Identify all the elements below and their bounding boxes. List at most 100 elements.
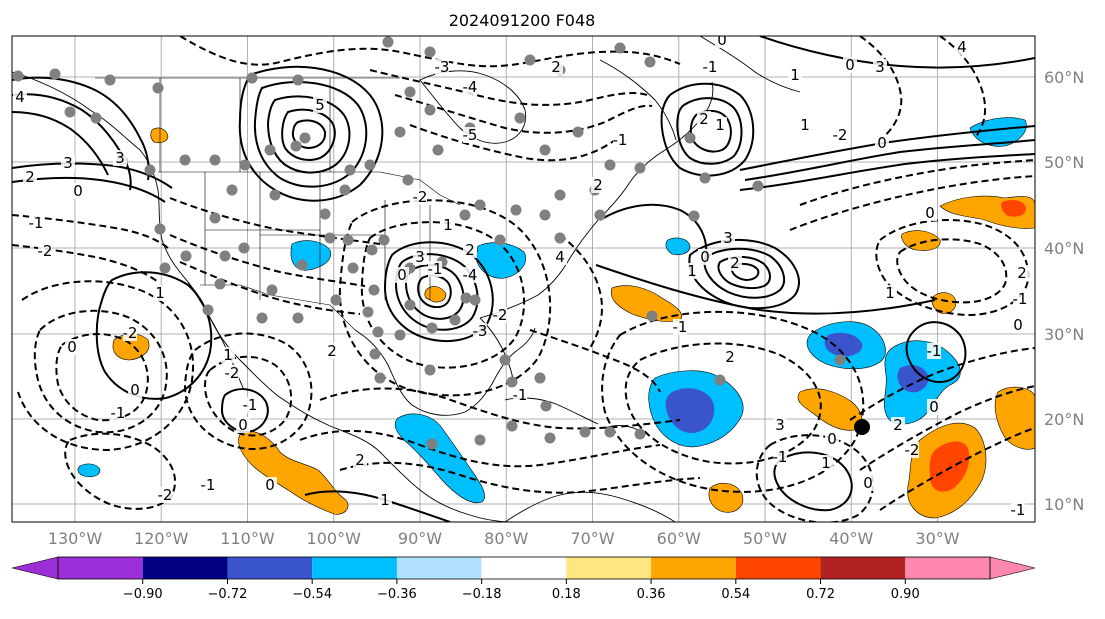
longitude-label: 60°W: [657, 529, 701, 548]
contour-label-bg: [825, 431, 839, 447]
contour-label-bg: [861, 475, 875, 491]
colorbar-bin: [735, 557, 821, 579]
longitude-label: 90°W: [398, 529, 442, 548]
contour-label: 2: [551, 58, 561, 76]
contour-label-bg: [927, 399, 941, 415]
contour-label-bg: [715, 36, 729, 48]
contour-dashed-west-band-2: [12, 244, 159, 283]
station-dot: [269, 189, 281, 201]
station-dot: [238, 242, 250, 254]
longitude-label: 30°W: [915, 529, 959, 548]
station-dot: [369, 348, 381, 360]
contour-label-bg: [1011, 317, 1025, 333]
contour-label-bg: [111, 405, 125, 421]
contour-label-bg: [463, 267, 477, 283]
contour-label-bg: [395, 267, 409, 283]
contour-label: -1: [927, 342, 942, 360]
contour-label: 0: [67, 338, 77, 356]
contour-label: 1: [443, 216, 453, 234]
longitude-label: 110°W: [220, 529, 275, 548]
station-dot: [604, 426, 616, 438]
contour-label-bg: [435, 59, 449, 75]
contour-label-bg: [703, 59, 717, 75]
station-dot: [426, 438, 438, 450]
shade-orange-northwest: [150, 127, 169, 144]
contour-dashed-tropical-band-2: [319, 387, 681, 430]
latitude-label: 40°N: [1044, 239, 1084, 258]
contour-label: -1: [201, 476, 216, 494]
station-dot: [372, 326, 384, 338]
station-dot: [469, 294, 481, 306]
contour-label-bg: [158, 487, 172, 503]
contour-dashed-tropical-band-1: [299, 429, 661, 468]
contour-label: -2: [38, 242, 53, 260]
station-dot: [12, 70, 24, 82]
station-dot: [506, 420, 518, 432]
station-dot: [152, 82, 164, 94]
contour-dashed-east-band-1: [849, 347, 1035, 421]
contour-label-bg: [413, 189, 427, 205]
shade-blue-pacific-small: [77, 463, 101, 478]
contour-dashed-mexico-low-2: [183, 332, 313, 450]
contour-dashed-atlantic-ring-2: [601, 310, 865, 493]
contour-dashed-northeast-band-2: [799, 159, 1035, 206]
colorbar-bin: [227, 557, 313, 579]
coast-south-america: [504, 491, 676, 522]
contour-solid-northwest-3: [12, 111, 109, 176]
contour-dashed-pacific-ring-2: [55, 333, 149, 422]
contour-label: 0: [73, 182, 83, 200]
contour-label-bg: [378, 492, 392, 508]
contour-label-bg: [1015, 265, 1029, 281]
contour-label-bg: [819, 455, 833, 471]
contour-solid-northwest-2: [12, 93, 132, 191]
station-dot: [378, 234, 390, 246]
station-dot: [154, 223, 166, 235]
station-dot: [342, 234, 354, 246]
latitude-label: 60°N: [1044, 68, 1084, 87]
station-dot: [179, 154, 191, 166]
contour-label: -2: [413, 188, 428, 206]
station-dot: [554, 189, 566, 201]
contour-solid-mexico-1: [95, 271, 213, 400]
contour-label-bg: [113, 150, 127, 166]
border-canada-provinces: [95, 77, 400, 172]
station-dot: [604, 159, 616, 171]
contour-label: -2: [225, 364, 240, 382]
contour-solid-band-north-1: [739, 125, 1035, 171]
longitude-label: 40°W: [829, 529, 873, 548]
contour-label-bg: [413, 249, 427, 265]
map-frame: [11, 35, 1036, 523]
contour-label: 2: [730, 254, 740, 272]
colorbar-tick-label: 0.72: [806, 587, 835, 602]
contour-label-bg: [875, 135, 889, 151]
contour-label-bg: [61, 155, 75, 171]
shade-orange-mexico-coast: [238, 430, 349, 515]
station-dot: [299, 132, 311, 144]
station-dot: [239, 159, 251, 171]
station-dot: [330, 294, 342, 306]
contour-label: -1: [703, 58, 718, 76]
contour-label-bg: [685, 263, 699, 279]
contour-label: -3: [435, 58, 450, 76]
station-dot: [424, 46, 436, 58]
longitude-label: 70°W: [570, 529, 614, 548]
contour-dashed-north-1: [179, 36, 681, 68]
station-dot: [402, 174, 414, 186]
storm-center-marker: [854, 419, 870, 435]
contour-label: 3: [63, 154, 73, 172]
latitude-labels: 60°N 50°N 40°N 30°N 20°N 10°N: [1044, 68, 1084, 514]
contour-solid-atlantic-high-3: [717, 256, 771, 290]
contour-label-bg: [513, 387, 527, 403]
coast-gulf-mexico: [354, 327, 536, 416]
contour-solid-east-low: [905, 321, 967, 383]
colorbar-tick-label: 0.36: [637, 587, 666, 602]
station-dot: [506, 376, 518, 388]
station-dot: [394, 126, 406, 138]
contour-label: -3: [473, 322, 488, 340]
longitude-label: 50°W: [743, 529, 787, 548]
contour-label: 3: [723, 229, 733, 247]
contour-solid-low-canada-2: [253, 81, 368, 188]
shade-red-eastern-south: [929, 441, 970, 492]
contour-solid-west-band-2: [12, 162, 173, 189]
